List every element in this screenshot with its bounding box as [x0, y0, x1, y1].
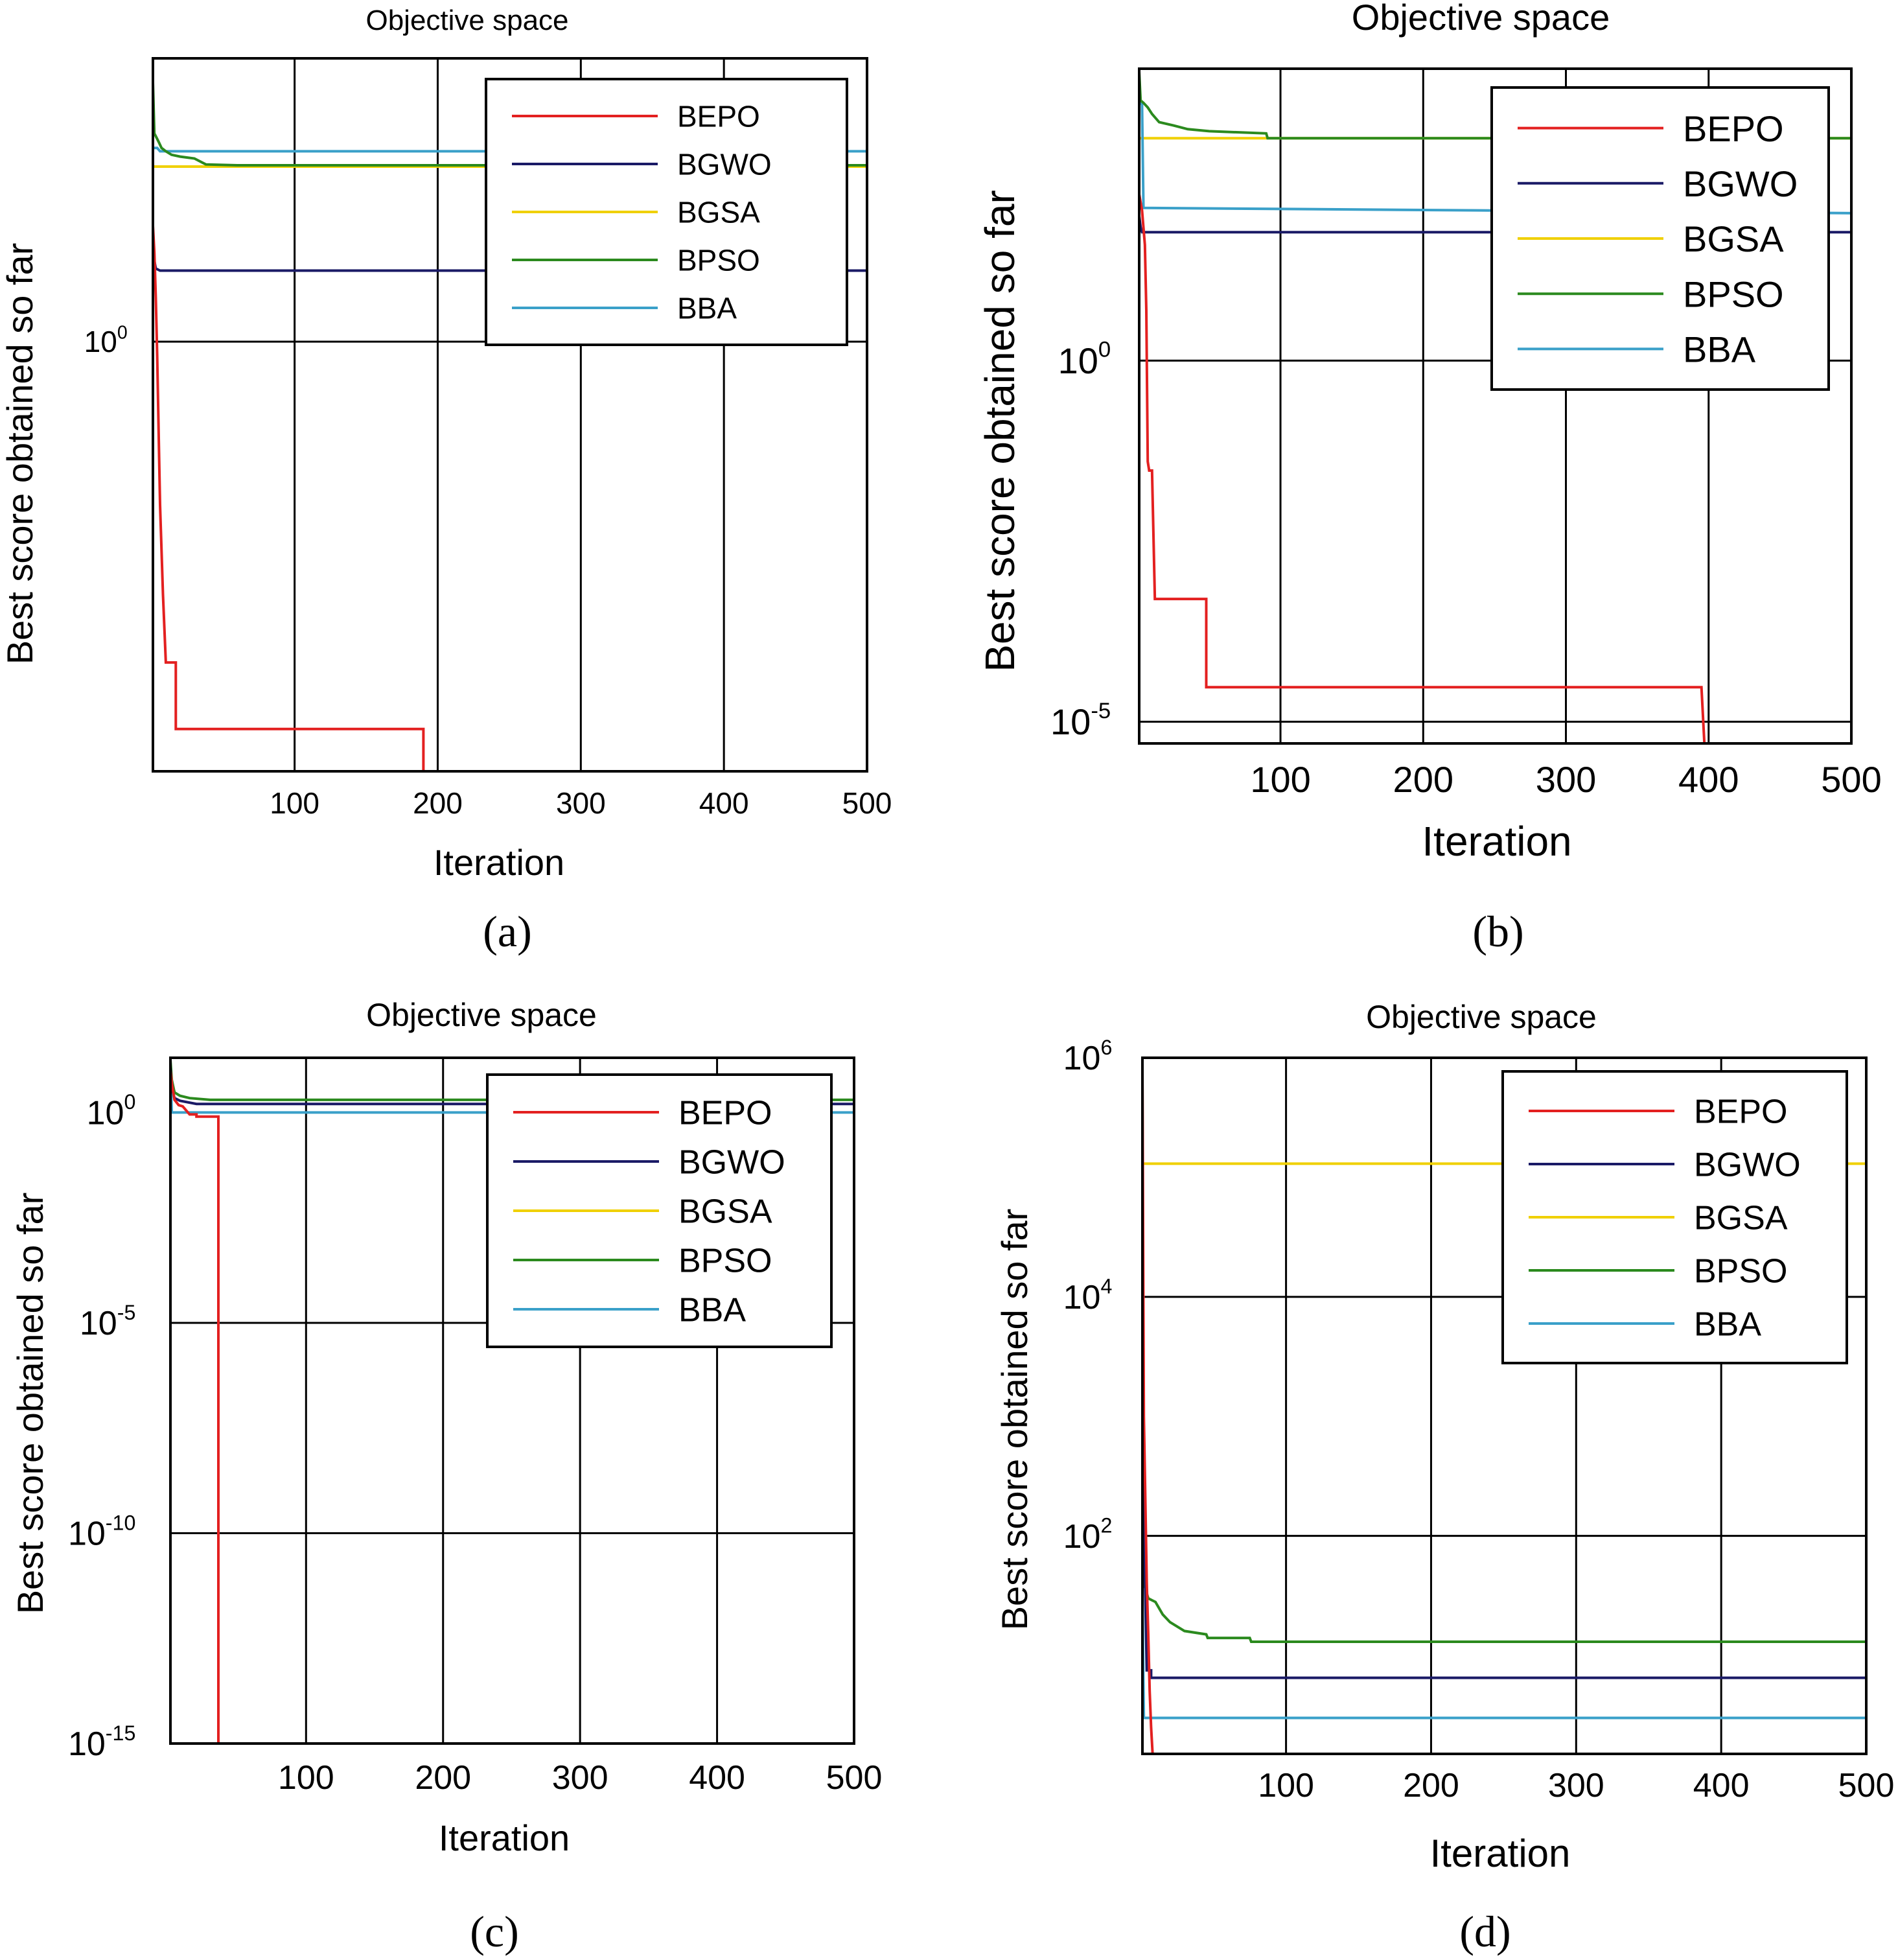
panel-caption: (a): [483, 907, 531, 956]
legend-label: BPSO: [1683, 274, 1784, 314]
legend-label: BBA: [1683, 329, 1756, 370]
legend-label: BGWO: [678, 1144, 785, 1182]
x-tick-label: 200: [1393, 759, 1453, 800]
legend-label: BGWO: [677, 148, 772, 181]
y-tick-label: 100: [87, 1090, 136, 1132]
y-tick-label: 100: [84, 323, 128, 359]
x-tick-label: 500: [1838, 1767, 1895, 1804]
legend: BEPO BGWO BGSA BPSO BBA: [486, 1073, 833, 1348]
x-tick-label: 100: [270, 786, 319, 820]
legend-label: BPSO: [1694, 1253, 1788, 1290]
panel-2: 100 200 300 400 500 100 10-5 Objective space Bes…: [977, 0, 1882, 956]
legend-label: BGWO: [1683, 163, 1798, 204]
x-tick-label: 400: [689, 1759, 745, 1797]
legend-label: BGWO: [1694, 1147, 1801, 1184]
x-axis-label: Iteration: [1430, 1832, 1571, 1875]
chart-title: Objective space: [1366, 999, 1597, 1035]
x-tick-label: 500: [826, 1759, 883, 1797]
chart-title: Objective space: [1352, 0, 1610, 38]
x-tick-label: 300: [552, 1759, 608, 1797]
legend-label: BEPO: [1683, 108, 1784, 149]
x-tick-label: 400: [699, 786, 749, 820]
series-line-bepo: [1139, 194, 1706, 743]
y-tick-label: 106: [1063, 1036, 1113, 1077]
x-tick-label: 300: [1536, 759, 1596, 800]
x-tick-label: 300: [556, 786, 606, 820]
axes-frame: [1138, 67, 1853, 745]
x-tick-label: 400: [1678, 759, 1739, 800]
panel-caption: (b): [1472, 907, 1523, 956]
legend: BEPO BGWO BGSA BPSO BBA: [1490, 86, 1830, 391]
axes-frame: [1141, 1056, 1868, 1755]
x-axis-label: Iteration: [1422, 818, 1571, 865]
x-tick-label: 500: [842, 786, 892, 820]
x-axis-label: Iteration: [439, 1817, 570, 1858]
y-tick-label: 10-15: [68, 1721, 135, 1763]
legend-label: BGSA: [678, 1193, 772, 1231]
y-tick-label: 10-5: [80, 1301, 136, 1342]
series-line-bpso: [153, 82, 867, 167]
chart-title: Objective space: [365, 5, 568, 36]
panel-caption: (c): [470, 1907, 518, 1956]
panel-3: 100 200 300 400 500 100 10-5 10-10 10-15 Objectiv…: [10, 997, 882, 1956]
x-tick-label: 500: [1821, 759, 1881, 800]
y-axis-label: Best score obtained so far: [994, 1209, 1035, 1631]
x-tick-label: 100: [1250, 759, 1310, 800]
series-line-bepo: [1142, 1063, 1154, 1754]
y-tick-label: 100: [1058, 338, 1111, 381]
series-line-bepo: [170, 1070, 854, 1744]
series-line-bepo: [153, 226, 867, 771]
x-axis-label: Iteration: [434, 842, 564, 883]
legend: BEPO BGWO BGSA BPSO BBA: [1501, 1070, 1848, 1364]
y-axis-label: Best score obtained so far: [0, 243, 40, 665]
legend-label: BEPO: [1694, 1093, 1788, 1131]
axes-frame: [152, 57, 868, 773]
legend-label: BEPO: [677, 100, 760, 134]
legend-label: BEPO: [678, 1095, 772, 1132]
series-line-bpso: [1139, 71, 1851, 140]
panel-4: 100 200 300 400 500 106 104 102 Objective space B…: [994, 999, 1894, 1956]
legend-label: BPSO: [677, 244, 760, 277]
axes-frame: [169, 1056, 855, 1745]
y-tick-label: 102: [1063, 1513, 1113, 1555]
legend: BEPO BGWO BGSA BPSO BBA: [485, 78, 848, 346]
y-tick-label: 10-10: [68, 1511, 135, 1552]
x-tick-label: 200: [413, 786, 463, 820]
y-axis-label: Best score obtained so far: [10, 1193, 51, 1615]
legend-label: BBA: [1694, 1306, 1761, 1344]
y-tick-label: 10-5: [1050, 699, 1111, 742]
x-tick-label: 300: [1548, 1767, 1604, 1804]
legend-label: BBA: [677, 292, 737, 325]
x-tick-label: 200: [415, 1759, 471, 1797]
x-tick-label: 200: [1403, 1767, 1459, 1804]
x-tick-label: 100: [1258, 1767, 1314, 1804]
legend-label: BBA: [678, 1292, 746, 1329]
legend-label: BGSA: [1694, 1200, 1788, 1237]
y-tick-label: 104: [1063, 1275, 1113, 1316]
x-tick-label: 100: [278, 1759, 334, 1797]
panel-caption: (d): [1459, 1907, 1510, 1956]
legend-label: BGSA: [677, 196, 760, 229]
x-tick-label: 400: [1693, 1767, 1750, 1804]
y-axis-label: Best score obtained so far: [977, 190, 1023, 672]
panel-1: 100 200 300 400 500 100 Objective space Best sc…: [0, 5, 892, 956]
legend-label: BGSA: [1683, 218, 1784, 259]
chart-title: Objective space: [366, 997, 597, 1033]
legend-label: BPSO: [678, 1242, 772, 1280]
